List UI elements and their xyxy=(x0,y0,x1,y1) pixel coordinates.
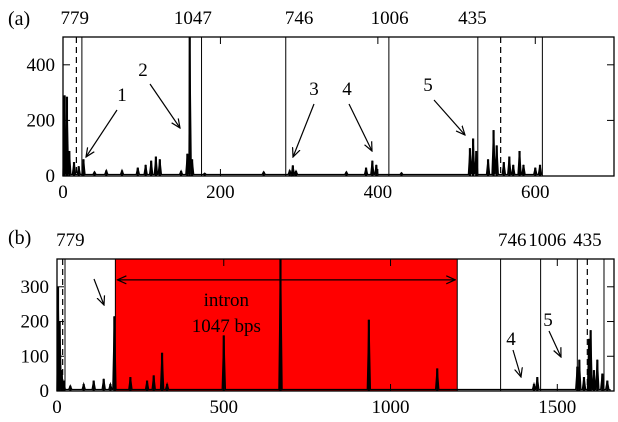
x-tick-label: 1500 xyxy=(538,397,576,418)
intron-label: intron xyxy=(204,290,250,311)
panel-a xyxy=(62,36,615,177)
y-tick-label: 0 xyxy=(40,381,50,402)
y-tick-label: 100 xyxy=(21,346,50,367)
segment-label: 779 xyxy=(61,8,90,29)
x-tick-label: 0 xyxy=(52,397,62,418)
annotation-label: 1 xyxy=(117,85,127,106)
annotation-arrow xyxy=(149,83,180,128)
annotation-label: 4 xyxy=(506,329,516,350)
annotation-label: 3 xyxy=(309,79,319,100)
annotation-arrow xyxy=(512,349,521,377)
plot-frame xyxy=(56,258,615,392)
annotation-arrow xyxy=(93,278,104,305)
x-tick-label: 0 xyxy=(58,182,68,203)
segment-label: 779 xyxy=(56,230,85,251)
annotation-arrow xyxy=(86,109,118,157)
y-tick-label: 200 xyxy=(27,110,56,131)
panel-b xyxy=(56,258,615,392)
x-tick-label: 600 xyxy=(521,182,550,203)
x-tick-label: 500 xyxy=(210,397,239,418)
annotation-label: 5 xyxy=(543,310,553,331)
plot-frame xyxy=(62,36,615,177)
x-tick-label: 200 xyxy=(206,182,235,203)
y-tick-label: 200 xyxy=(21,312,50,333)
segment-label: 746 xyxy=(498,230,527,251)
annotation-arrow xyxy=(433,99,465,135)
annotation-label: 5 xyxy=(423,75,433,96)
annotation-label: 4 xyxy=(342,79,352,100)
panel-label: (b) xyxy=(8,227,31,249)
segment-label: 435 xyxy=(573,230,602,251)
y-tick-label: 400 xyxy=(27,55,56,76)
x-tick-label: 1000 xyxy=(372,397,410,418)
segment-label: 1047 xyxy=(174,8,212,29)
segment-label: 1006 xyxy=(371,8,409,29)
annotation-arrow xyxy=(548,330,561,357)
segment-label: 435 xyxy=(458,8,487,29)
x-tick-label: 400 xyxy=(364,182,393,203)
segment-label: 1006 xyxy=(528,230,566,251)
annotation-arrow xyxy=(293,103,315,157)
intron-region xyxy=(115,259,458,391)
y-tick-label: 300 xyxy=(21,277,50,298)
panel-label: (a) xyxy=(8,8,30,30)
annotation-arrow xyxy=(348,103,372,151)
segment-label: 746 xyxy=(285,8,314,29)
intron-length-label: 1047 bps xyxy=(192,316,261,337)
annotation-label: 2 xyxy=(138,60,148,81)
y-tick-label: 0 xyxy=(46,166,56,187)
